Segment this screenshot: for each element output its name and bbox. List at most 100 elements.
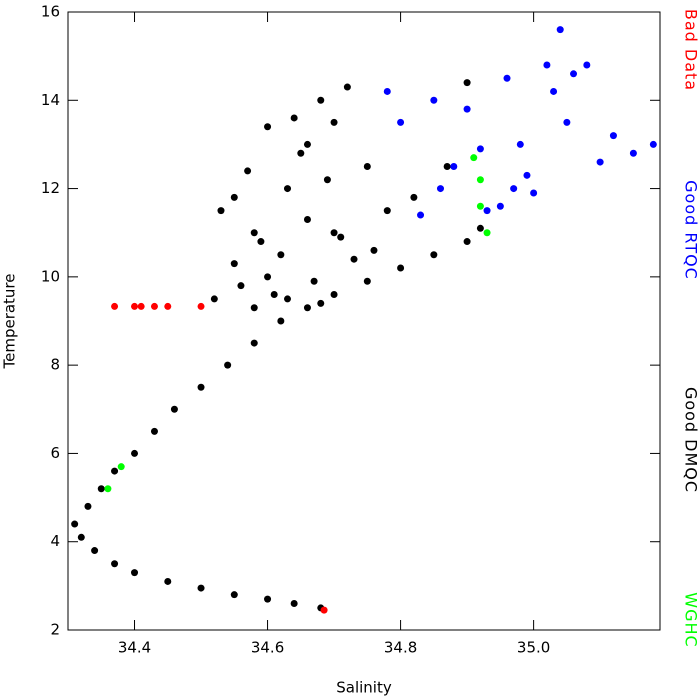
data-point: [270, 291, 278, 299]
data-point: [97, 485, 105, 493]
data-point: [330, 229, 338, 237]
data-point: [197, 584, 205, 592]
data-point: [463, 79, 471, 87]
y-tick-label: 4: [50, 532, 60, 550]
y-tick-label: 16: [41, 3, 60, 21]
data-point: [197, 383, 205, 391]
data-point: [410, 193, 418, 201]
data-point: [277, 317, 285, 325]
data-point: [583, 61, 591, 69]
x-axis-label: Salinity: [336, 679, 392, 697]
data-point: [303, 140, 311, 148]
data-point: [417, 211, 425, 219]
y-tick-label: 6: [50, 444, 60, 462]
data-point: [523, 171, 531, 179]
data-point: [383, 207, 391, 215]
data-point: [244, 167, 252, 175]
x-tick-label: 35.0: [517, 639, 550, 657]
data-point: [117, 463, 125, 471]
data-point: [230, 260, 238, 268]
data-point: [224, 361, 232, 369]
data-point: [111, 467, 119, 475]
data-point: [476, 224, 484, 232]
data-point: [609, 132, 617, 140]
data-point: [111, 302, 119, 310]
data-point: [383, 87, 391, 95]
y-tick-label: 10: [41, 267, 60, 285]
data-point: [257, 238, 265, 246]
data-point: [563, 118, 571, 126]
data-point: [164, 302, 172, 310]
data-point: [343, 83, 351, 91]
data-point: [463, 105, 471, 113]
legend-entry: WGHC: [682, 592, 700, 647]
x-tick-label: 34.8: [384, 639, 417, 657]
data-point: [284, 185, 292, 193]
data-point: [310, 277, 318, 285]
data-point: [363, 277, 371, 285]
data-point: [84, 502, 92, 510]
data-point: [476, 176, 484, 184]
data-point: [290, 600, 298, 608]
data-point: [450, 163, 458, 170]
data-point: [436, 185, 444, 193]
data-point: [370, 246, 378, 254]
data-point: [649, 140, 657, 148]
data-point: [556, 26, 564, 34]
data-point: [264, 123, 272, 131]
data-point: [131, 569, 139, 577]
data-point: [284, 295, 292, 303]
data-point: [131, 449, 139, 457]
data-point: [77, 533, 85, 541]
data-point: [250, 304, 258, 312]
data-point: [530, 189, 538, 197]
y-tick-label: 14: [41, 91, 60, 109]
data-point: [104, 485, 112, 493]
data-point: [397, 118, 405, 126]
data-point: [363, 163, 371, 170]
plot-frame: [67, 11, 661, 631]
data-point: [230, 591, 238, 599]
legend-entry: Bad Data: [682, 9, 700, 91]
data-point: [570, 70, 578, 78]
data-point: [550, 87, 558, 95]
data-point: [303, 304, 311, 312]
data-point: [629, 149, 637, 157]
data-point: [131, 302, 139, 310]
data-point: [264, 273, 272, 281]
data-point: [317, 299, 325, 307]
data-point: [443, 163, 451, 170]
data-point: [430, 251, 438, 259]
data-point: [264, 595, 272, 603]
data-point: [330, 291, 338, 299]
data-point: [71, 520, 79, 528]
data-point: [303, 215, 311, 223]
data-point: [430, 96, 438, 104]
data-point: [516, 140, 524, 148]
data-point: [277, 251, 285, 259]
legend-entry: Good DMQC: [682, 387, 700, 493]
data-point: [250, 339, 258, 347]
data-point: [330, 118, 338, 126]
data-point: [397, 264, 405, 272]
data-point: [596, 158, 604, 166]
data-point: [323, 176, 331, 184]
data-point: [503, 74, 511, 82]
data-point: [463, 238, 471, 246]
x-tick-label: 34.4: [118, 639, 151, 657]
data-point: [111, 560, 119, 568]
data-point: [496, 202, 504, 210]
data-point: [230, 193, 238, 201]
y-tick-label: 2: [50, 621, 60, 639]
data-point: [297, 149, 305, 157]
y-tick-label: 12: [41, 179, 60, 197]
data-point: [210, 295, 218, 303]
data-point: [250, 229, 258, 237]
data-point: [217, 207, 225, 215]
y-axis-label: Temperature: [1, 273, 19, 369]
data-point: [197, 302, 205, 310]
legend-entry: Good RTQC: [682, 180, 700, 280]
data-point: [337, 233, 345, 241]
data-point: [543, 61, 551, 69]
